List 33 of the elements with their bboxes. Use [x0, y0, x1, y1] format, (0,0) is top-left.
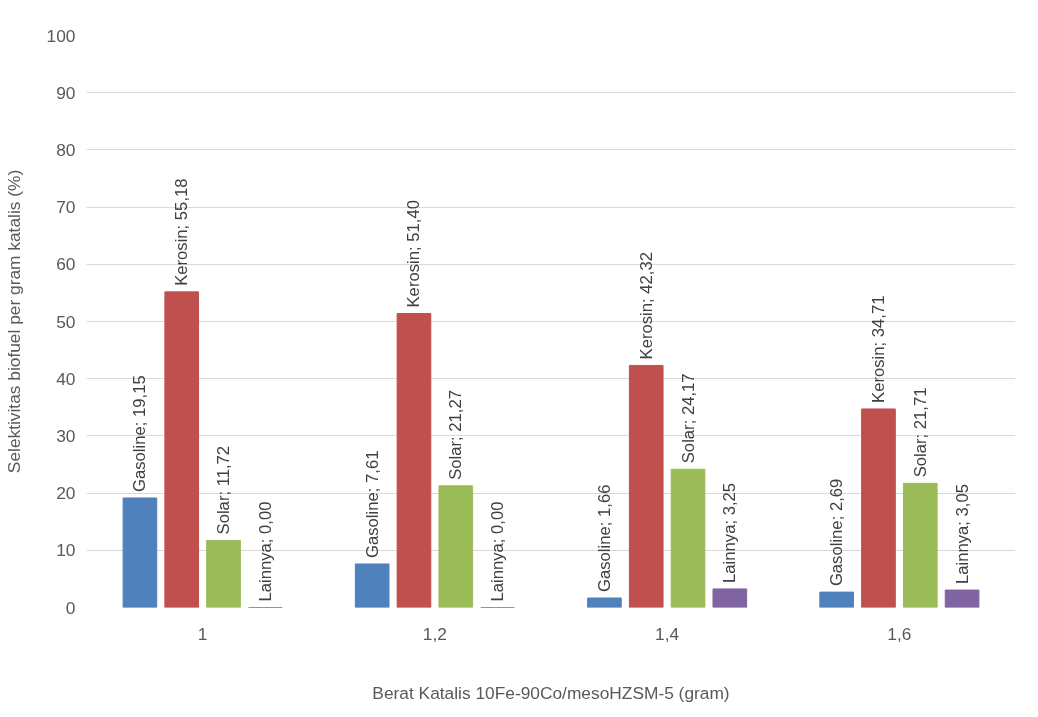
y-tick-label: 10	[56, 540, 76, 561]
data-label: Solar; 21,27	[446, 390, 466, 480]
data-label: Lainnya; 0,00	[488, 501, 508, 602]
data-label: Gasoline; 2,69	[827, 478, 847, 587]
data-label: Kerosin; 55,18	[172, 178, 192, 286]
y-tick-label: 50	[56, 311, 76, 332]
data-label: Lainnya; 0,00	[255, 501, 275, 602]
y-tick-label: 30	[56, 425, 76, 446]
y-axis-title: Selektivitas biofuel per gram katalis (%)	[3, 169, 24, 474]
y-tick-label: 40	[56, 368, 76, 389]
data-label: Kerosin; 34,71	[868, 295, 888, 403]
y-tick-label: 60	[56, 254, 76, 275]
data-label: Kerosin; 42,32	[636, 252, 656, 360]
data-label: Solar; 11,72	[214, 445, 234, 535]
x-tick-label: 1,2	[422, 623, 447, 644]
y-tick-label: 100	[46, 25, 76, 46]
y-tick-label: 0	[65, 597, 76, 618]
y-tick-label: 20	[56, 483, 76, 504]
x-tick-label: 1	[197, 623, 208, 644]
data-label: Lainnya; 3,25	[720, 482, 740, 583]
data-label: Lainnya; 3,05	[952, 484, 972, 585]
y-tick-label: 70	[56, 197, 76, 218]
data-label: Gasoline; 7,61	[362, 450, 382, 558]
x-tick-label: 1,6	[887, 623, 912, 644]
y-tick-label: 80	[56, 139, 76, 160]
data-label: Solar; 24,17	[678, 373, 698, 464]
x-tick-label: 1,4	[655, 623, 680, 644]
data-label: Kerosin; 51,40	[404, 200, 424, 308]
data-label: Gasoline; 1,66	[594, 484, 614, 592]
x-axis-title: Berat Katalis 10Fe-90Co/mesoHZSM-5 (gram)	[372, 682, 730, 703]
data-label: Gasoline; 19,15	[130, 375, 150, 492]
data-label: Solar; 21,71	[910, 387, 930, 478]
y-tick-label: 90	[56, 82, 76, 103]
